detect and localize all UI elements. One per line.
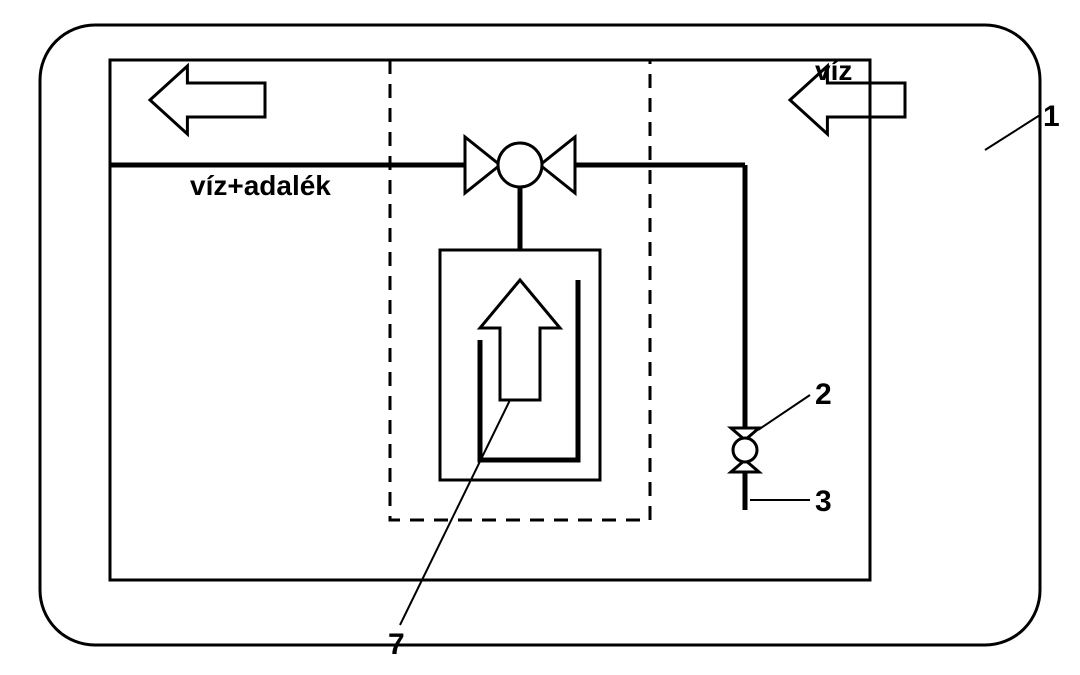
ref-3: 3 bbox=[815, 485, 832, 519]
label-mixture-out: víz+adalék bbox=[190, 170, 331, 202]
ref-2: 2 bbox=[815, 378, 832, 412]
schematic-diagram bbox=[0, 0, 1080, 675]
label-water-in: víz bbox=[815, 55, 852, 87]
ref-1: 1 bbox=[1043, 100, 1060, 134]
ref-7: 7 bbox=[388, 628, 405, 662]
